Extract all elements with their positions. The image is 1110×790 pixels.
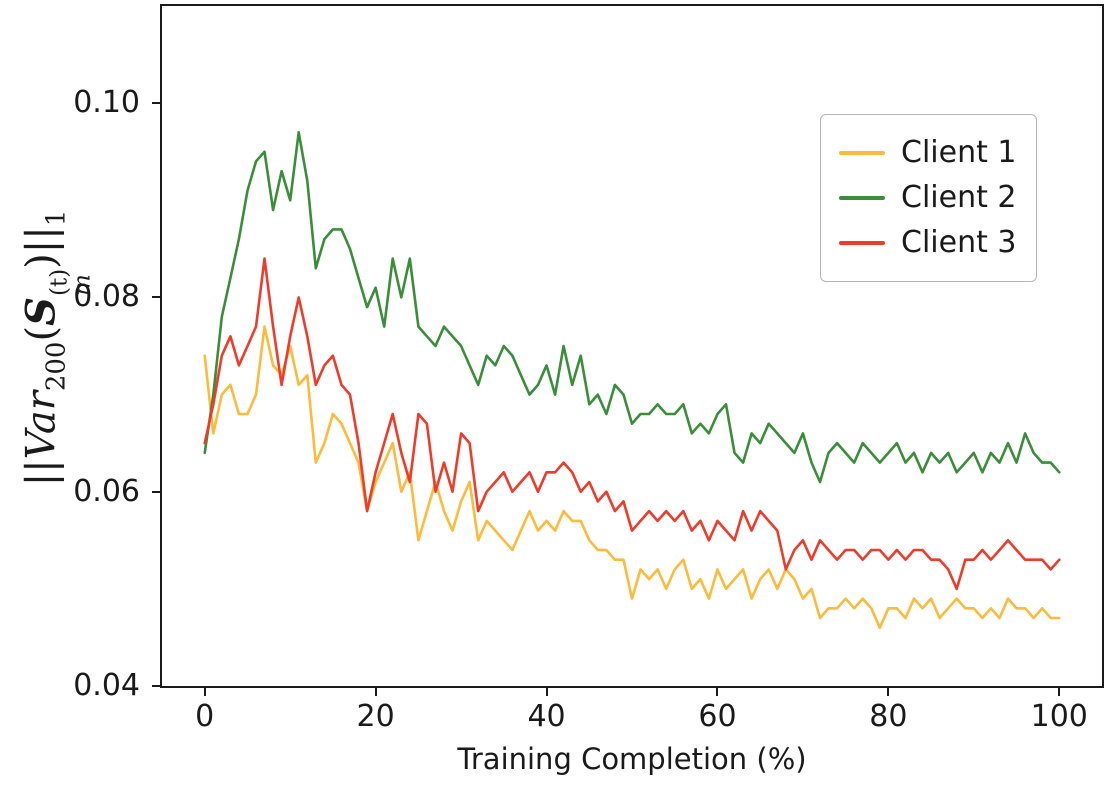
legend-box: Client 1 Client 2 Client 3 [820,114,1038,282]
x-axis-label: Training Completion (%) [457,742,807,776]
legend-label-client-1: Client 1 [901,135,1017,170]
legend-label-client-3: Client 3 [901,225,1017,260]
legend-swatch-client-1 [839,151,885,155]
series-line-client-1 [203,325,1061,630]
y-tick-mark [152,102,160,105]
y-label-var: Var [18,391,65,460]
legend-entry-client-1: Client 1 [839,136,1016,170]
y-tick-label: 0.10 [73,85,140,121]
legend-swatch-client-3 [839,241,885,245]
x-tick-label: 20 [356,699,395,734]
series-line-client-2 [203,131,1061,484]
y-tick-label: 0.06 [73,473,140,509]
x-tick-mark [203,688,206,696]
x-tick-label: 80 [869,699,908,734]
y-tick-label: 0.04 [73,668,140,703]
y-tick-mark [152,296,160,299]
x-tick-mark [374,688,377,696]
legend-label-client-2: Client 2 [901,180,1017,215]
x-tick-mark [1058,688,1061,696]
y-label-var-subscript: 200 [41,341,72,392]
x-tick-mark [716,688,719,696]
y-axis-label: ||Var200(S (t) m)||1 [18,209,96,487]
x-tick-label: 0 [195,699,215,734]
legend-entry-client-3: Client 3 [839,226,1016,260]
legend-entry-client-2: Client 2 [839,181,1016,215]
x-tick-label: 60 [698,699,737,734]
y-tick-label: 0.08 [73,279,140,315]
plot-canvas [203,131,1061,630]
y-tick-mark [152,490,160,493]
y-label-norm-subscript: 1 [41,209,72,227]
series-line-client-3 [203,257,1061,591]
legend-swatch-client-2 [839,196,885,200]
x-tick-mark [545,688,548,696]
y-label-norm-close: || [18,226,65,254]
y-label-paren-open: ( [18,325,65,342]
y-tick-mark [152,685,160,687]
x-tick-label: 100 [1030,699,1088,734]
x-tick-label: 40 [527,699,566,734]
x-tick-mark [887,688,890,696]
y-label-paren-close: ) [18,253,65,269]
